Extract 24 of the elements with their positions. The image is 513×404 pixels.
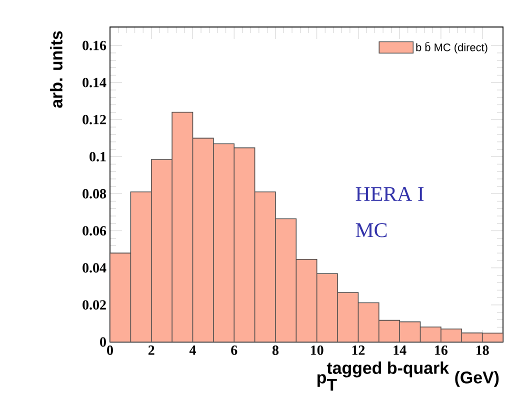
y-tick-label: 0.12 xyxy=(82,114,106,124)
x-tick-label: 6 xyxy=(231,346,238,355)
annotation: MC xyxy=(356,223,387,238)
y-axis-title: arb. units xyxy=(50,31,62,108)
x-tick-label: 10 xyxy=(311,346,324,355)
x-tick-label: 16 xyxy=(435,346,448,355)
y-tick-label: 0.06 xyxy=(82,226,106,236)
annotation: HERA I xyxy=(356,187,424,201)
legend-label: b b̄ MC (direct) xyxy=(416,42,488,54)
y-tick-label: 0.16 xyxy=(82,40,106,50)
x-axis-title: $\textbf{p}_{\textbf{T}}^{\textbf{tagged b-quark}}\;\textbf{(GeV)}$ xyxy=(317,362,499,391)
x-tick-label: 0 xyxy=(107,346,113,355)
x-tick-label: 14 xyxy=(394,346,406,355)
x-tick-label: 12 xyxy=(352,346,365,355)
y-tick-label: 0 xyxy=(100,337,106,347)
y-tick-label: 0.08 xyxy=(82,189,106,199)
x-tick-label: 4 xyxy=(189,346,196,355)
x-tick-label: 18 xyxy=(476,346,489,355)
y-tick-label: 0.14 xyxy=(82,78,106,88)
y-tick-label: 0.04 xyxy=(82,263,106,273)
x-tick-label: 2 xyxy=(148,346,154,355)
y-tick-label: 0.02 xyxy=(82,300,106,310)
x-tick-label: 8 xyxy=(272,346,279,355)
y-tick-label: 0.1 xyxy=(90,152,106,162)
